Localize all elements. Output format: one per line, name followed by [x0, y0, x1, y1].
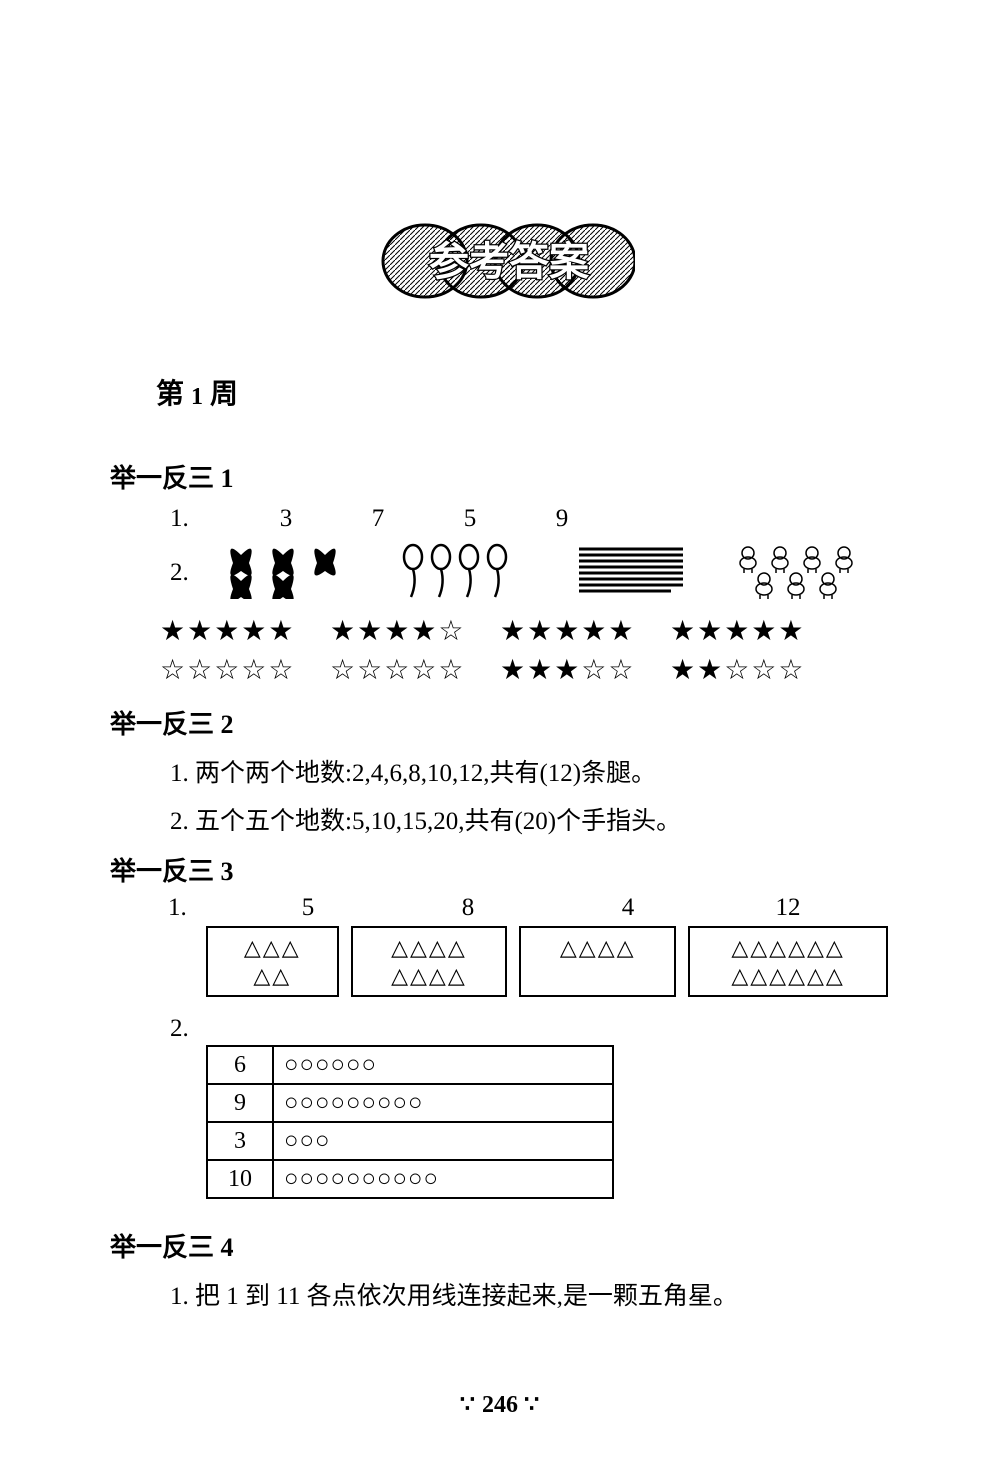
table-row: 3 ○○○ [207, 1122, 613, 1160]
sec3-table: 6 ○○○○○○ 9 ○○○○○○○○○ 3 ○○○ 10 ○○○○○○○○○○ [206, 1045, 614, 1199]
star-g-12: ★★★☆☆ [500, 653, 670, 686]
cell-num: 3 [207, 1122, 273, 1160]
sec3-v3: 12 [708, 894, 868, 922]
tri-box-1: △△△△ △△△△ [351, 926, 508, 997]
star-g-02: ★★★★★ [500, 614, 670, 647]
q1-label: 1. [170, 505, 240, 533]
section-prefix: 举一反三 [110, 710, 214, 739]
star-g-11: ☆☆☆☆☆ [330, 653, 500, 686]
tri-row: △△ [218, 962, 327, 990]
page-root: 参考答案 第 1 周 举一反三 1 1.3759 2. [0, 0, 1000, 1465]
star-g-00: ★★★★★ [160, 614, 330, 647]
q1-v2: 5 [424, 505, 516, 533]
tri-row [531, 962, 664, 990]
week-suffix: 周 [210, 379, 238, 410]
table-row: 9 ○○○○○○○○○ [207, 1084, 613, 1122]
sec3-v1: 8 [388, 894, 548, 922]
q1-v0: 3 [240, 505, 332, 533]
section-num: 2 [221, 710, 234, 739]
section-1-heading: 举一反三 1 [110, 458, 900, 495]
tri-row: △△△△ [531, 934, 664, 962]
section-num: 1 [221, 464, 234, 493]
sec3-tri-boxes: △△△ △△ △△△△ △△△△ △△△△ △△△△△△ △△△△△△ [206, 926, 900, 997]
section-3-heading: 举一反三 3 [110, 851, 900, 888]
sec2-line1: 1. 两个两个地数:2,4,6,8,10,12,共有(12)条腿。 [170, 753, 900, 789]
tri-row: △△△△ [363, 962, 496, 990]
sec3-q2-label: 2. [170, 1015, 900, 1043]
star-g-10: ☆☆☆☆☆ [160, 653, 330, 686]
section-num: 3 [221, 857, 234, 886]
table-row: 10 ○○○○○○○○○○ [207, 1160, 613, 1198]
star-g-01: ★★★★☆ [330, 614, 500, 647]
week-number: 1 [191, 384, 203, 410]
section-2-heading: 举一反三 2 [110, 704, 900, 741]
page-footer: ∵ 246 ∵ [0, 1390, 1000, 1419]
q2-label: 2. [170, 559, 206, 587]
title-badge: 参考答案 [375, 220, 635, 300]
footer-dots-right: ∵ [524, 1392, 540, 1418]
q1-v3: 9 [516, 505, 608, 533]
tri-row: △△△△△△ [700, 962, 876, 990]
star-g-03: ★★★★★ [670, 614, 840, 647]
q1-v1: 7 [332, 505, 424, 533]
star-row-1: ★★★★★ ★★★★☆ ★★★★★ ★★★★★ [160, 614, 900, 647]
star-row-2: ☆☆☆☆☆ ☆☆☆☆☆ ★★★☆☆ ★★☆☆☆ [160, 653, 900, 686]
footer-dots-left: ∵ [460, 1392, 476, 1418]
star-g-13: ★★☆☆☆ [670, 653, 840, 686]
pic-lines [546, 541, 716, 604]
cell-num: 9 [207, 1084, 273, 1122]
footer-page-number: 246 [482, 1392, 518, 1418]
week-prefix: 第 [156, 379, 184, 410]
sec1-pic-row: 2. [170, 541, 900, 604]
sec3-q1-label: 1. [168, 894, 228, 922]
sec3-v0: 5 [228, 894, 388, 922]
section-prefix: 举一反三 [110, 1233, 214, 1262]
cell-num: 6 [207, 1046, 273, 1084]
title-text: 参考答案 [429, 240, 590, 284]
section-num: 4 [221, 1233, 234, 1262]
tri-row: △△△△△△ [700, 934, 876, 962]
sec2-line2: 2. 五个五个地数:5,10,15,20,共有(20)个手指头。 [170, 801, 900, 837]
pic-chicks [716, 541, 886, 604]
tri-box-2: △△△△ [519, 926, 676, 997]
sec3-q1-nums: 1. 5 8 4 12 [168, 894, 900, 922]
cell-shapes: ○○○○○○○○○ [273, 1084, 613, 1122]
table-row: 6 ○○○○○○ [207, 1046, 613, 1084]
sec4-line1: 1. 把 1 到 11 各点依次用线连接起来,是一颗五角星。 [170, 1276, 900, 1312]
cell-shapes: ○○○○○○ [273, 1046, 613, 1084]
pic-balloons [376, 541, 546, 604]
pic-butterflies [206, 541, 376, 604]
sec1-q1: 1.3759 [170, 505, 900, 533]
sec3-v2: 4 [548, 894, 708, 922]
section-prefix: 举一反三 [110, 857, 214, 886]
tri-row: △△△ [218, 934, 327, 962]
tri-row: △△△△ [363, 934, 496, 962]
tri-box-0: △△△ △△ [206, 926, 339, 997]
section-4-heading: 举一反三 4 [110, 1227, 900, 1264]
cell-shapes: ○○○ [273, 1122, 613, 1160]
cell-num: 10 [207, 1160, 273, 1198]
section-prefix: 举一反三 [110, 464, 214, 493]
cell-shapes: ○○○○○○○○○○ [273, 1160, 613, 1198]
tri-box-3: △△△△△△ △△△△△△ [688, 926, 888, 997]
week-heading: 第 1 周 [156, 372, 900, 412]
